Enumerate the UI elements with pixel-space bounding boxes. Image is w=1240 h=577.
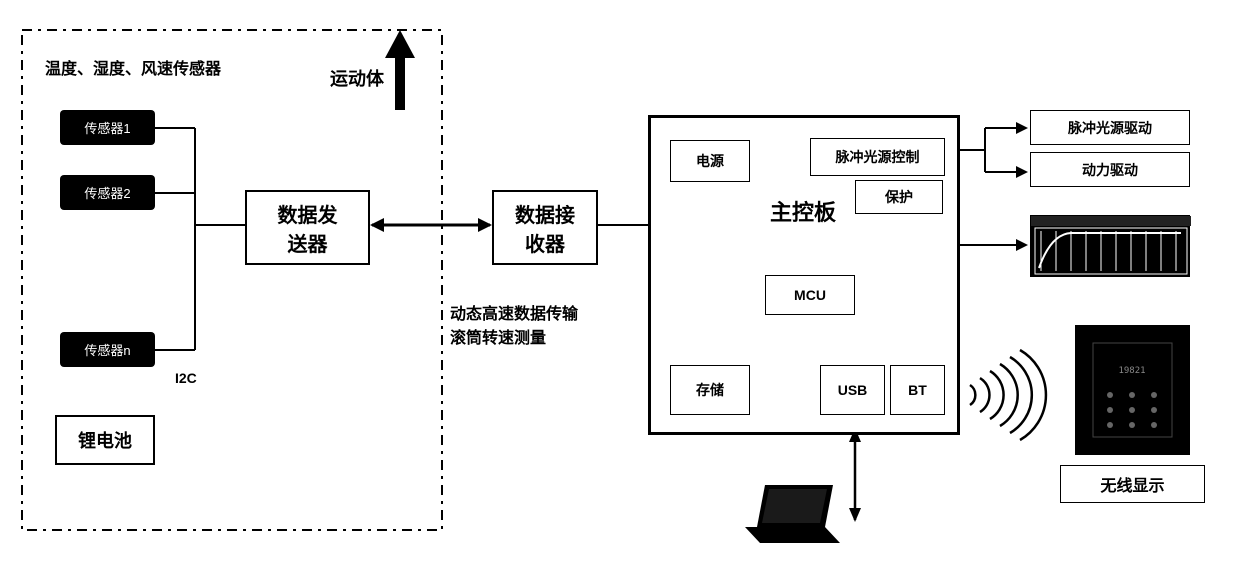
sensor-n: 传感器n	[60, 332, 155, 367]
left-title: 温度、湿度、风速传感器	[45, 55, 221, 79]
i2c-label: I2C	[175, 370, 197, 386]
motion-label: 运动体	[330, 65, 384, 91]
mcu-box: MCU	[765, 275, 855, 315]
battery-box: 锂电池	[55, 415, 155, 465]
protect-box: 保护	[855, 180, 943, 214]
laptop-icon	[745, 485, 840, 545]
transmitter-box: 数据发 送器	[245, 190, 370, 265]
wireless-display-device: 19821	[1075, 325, 1190, 455]
motor-drive-box: 动力驱动	[1030, 152, 1190, 187]
usb-box: USB	[820, 365, 885, 415]
receiver-box: 数据接 收器	[492, 190, 598, 265]
bt-box: BT	[890, 365, 945, 415]
mainboard-title: 主控板	[770, 195, 836, 227]
sensor-2: 传感器2	[60, 175, 155, 210]
pulse-drive-box: 脉冲光源驱动	[1030, 110, 1190, 145]
sensor-1: 传感器1	[60, 110, 155, 145]
chart-display	[1030, 215, 1190, 277]
link-label: 动态高速数据传输 滚筒转速测量	[450, 300, 578, 348]
svg-text:19821: 19821	[1118, 366, 1145, 376]
wireless-display-label: 无线显示	[1060, 465, 1205, 503]
power-box: 电源	[670, 140, 750, 182]
storage-box: 存储	[670, 365, 750, 415]
pulsectrl-box: 脉冲光源控制	[810, 138, 945, 176]
